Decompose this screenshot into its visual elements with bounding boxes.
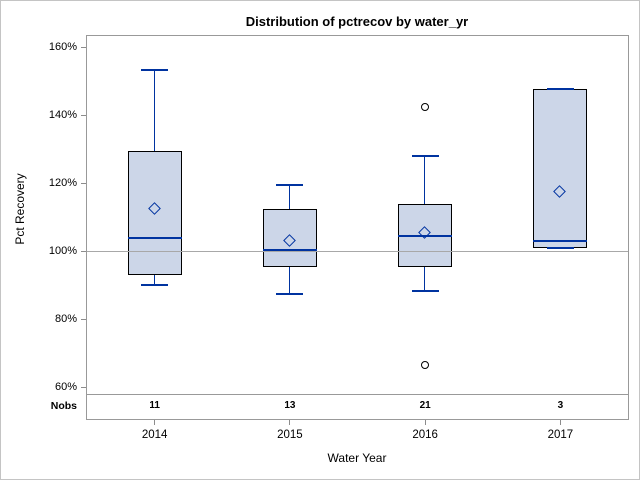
plot-frame: 11 13 21 3 (86, 35, 629, 420)
y-axis: 60% 80% 100% 120% 140% 160% (1, 36, 86, 394)
whisker-upper (289, 185, 291, 210)
y-tick-mark (81, 250, 86, 252)
whisker-cap-lower (276, 292, 304, 295)
x-tick-label: 2016 (412, 429, 438, 441)
outlier-point (420, 103, 429, 112)
y-tick-mark (81, 183, 86, 185)
box (127, 151, 182, 276)
whisker-cap-lower (141, 284, 169, 287)
median-line (398, 235, 453, 238)
box (533, 88, 588, 249)
whisker-cap-lower (546, 247, 574, 250)
nobs-band: 11 13 21 3 (87, 395, 628, 419)
whisker-cap-lower (411, 289, 439, 292)
x-tick-mark (559, 420, 561, 425)
y-tick-mark (81, 47, 86, 49)
whisker-lower (153, 275, 155, 286)
whisker-cap-upper (141, 68, 169, 71)
reference-line (87, 250, 628, 252)
y-tick-mark (81, 115, 86, 117)
nobs-value: 3 (557, 400, 564, 411)
x-axis-title: Water Year (327, 451, 387, 465)
box (262, 209, 317, 267)
median-line (262, 248, 317, 251)
outlier-point (420, 360, 429, 369)
y-tick-label: 140% (48, 109, 77, 122)
y-tick-label: 120% (48, 177, 77, 190)
nobs-value: 13 (284, 400, 296, 411)
whisker-upper (153, 69, 155, 152)
whisker-cap-upper (546, 87, 574, 90)
nobs-value: 21 (419, 400, 431, 411)
plot-area (87, 36, 628, 394)
y-tick-label: 100% (48, 244, 77, 257)
y-tick-label: 160% (48, 41, 77, 54)
y-tick-mark (81, 318, 86, 320)
whisker-upper (424, 156, 426, 204)
whisker-cap-upper (411, 155, 439, 158)
y-tick-mark (81, 386, 86, 388)
x-axis: 2014 2015 2016 2017 (87, 420, 628, 454)
median-line (533, 240, 588, 243)
nobs-separator-line (87, 394, 628, 395)
x-tick-mark (424, 420, 426, 425)
nobs-value: 11 (149, 400, 160, 411)
chart-title: Distribution of pctrecov by water_yr (245, 14, 469, 29)
y-tick-label: 80% (54, 312, 77, 325)
median-line (127, 236, 182, 239)
whisker-cap-upper (276, 184, 304, 187)
x-tick-label: 2017 (547, 429, 574, 441)
x-tick-label: 2015 (277, 429, 303, 441)
y-tick-label: 60% (54, 380, 77, 393)
nobs-row-label: Nobs (50, 400, 77, 412)
whisker-lower (289, 266, 291, 294)
x-tick-mark (289, 420, 291, 425)
x-tick-mark (154, 420, 156, 425)
x-tick-label: 2014 (141, 429, 168, 441)
whisker-lower (424, 266, 426, 291)
